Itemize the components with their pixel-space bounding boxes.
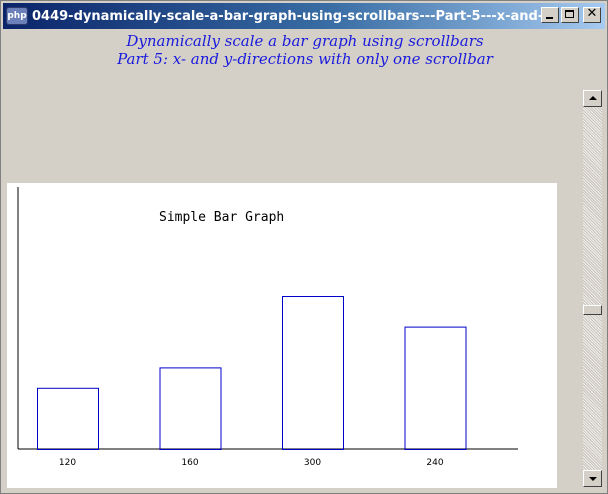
- minimize-icon: [546, 17, 553, 19]
- scroll-down-button[interactable]: [583, 470, 602, 487]
- bar-240: [404, 326, 467, 451]
- bar-graph-canvas: Simple Bar Graph 120 160 300 240: [7, 183, 557, 488]
- maximize-button[interactable]: [561, 7, 579, 23]
- heading-line-2: Part 5: x- and y-directions with only on…: [117, 50, 493, 68]
- x-tick-label: 160: [181, 458, 198, 468]
- window-title: 0449-dynamically-scale-a-bar-graph-using…: [32, 8, 542, 24]
- window-controls: ✕: [541, 7, 601, 23]
- scroll-up-button[interactable]: [583, 90, 602, 107]
- maximize-icon: [565, 10, 574, 18]
- close-icon: ✕: [586, 6, 598, 21]
- close-button[interactable]: ✕: [583, 7, 601, 23]
- chart-title: Simple Bar Graph: [159, 210, 284, 225]
- x-tick-label: 300: [304, 458, 321, 468]
- x-tick-label: 120: [59, 458, 76, 468]
- bar-120: [37, 387, 99, 451]
- minimize-button[interactable]: [541, 7, 559, 23]
- heading-line-1: Dynamically scale a bar graph using scro…: [126, 32, 484, 50]
- vertical-scrollbar[interactable]: [583, 90, 602, 487]
- page-heading: Dynamically scale a bar graph using scro…: [1, 32, 608, 68]
- bar-300: [282, 296, 344, 450]
- php-icon: php: [6, 7, 28, 25]
- bar-160: [159, 367, 222, 450]
- x-tick-label: 240: [426, 458, 443, 468]
- arrow-up-icon: [589, 96, 597, 100]
- scrollbar-thumb[interactable]: [583, 304, 602, 315]
- bar-graph-svg: Simple Bar Graph 120 160 300 240: [17, 187, 518, 468]
- arrow-down-icon: [589, 477, 597, 481]
- title-bar[interactable]: php 0449-dynamically-scale-a-bar-graph-u…: [3, 3, 605, 29]
